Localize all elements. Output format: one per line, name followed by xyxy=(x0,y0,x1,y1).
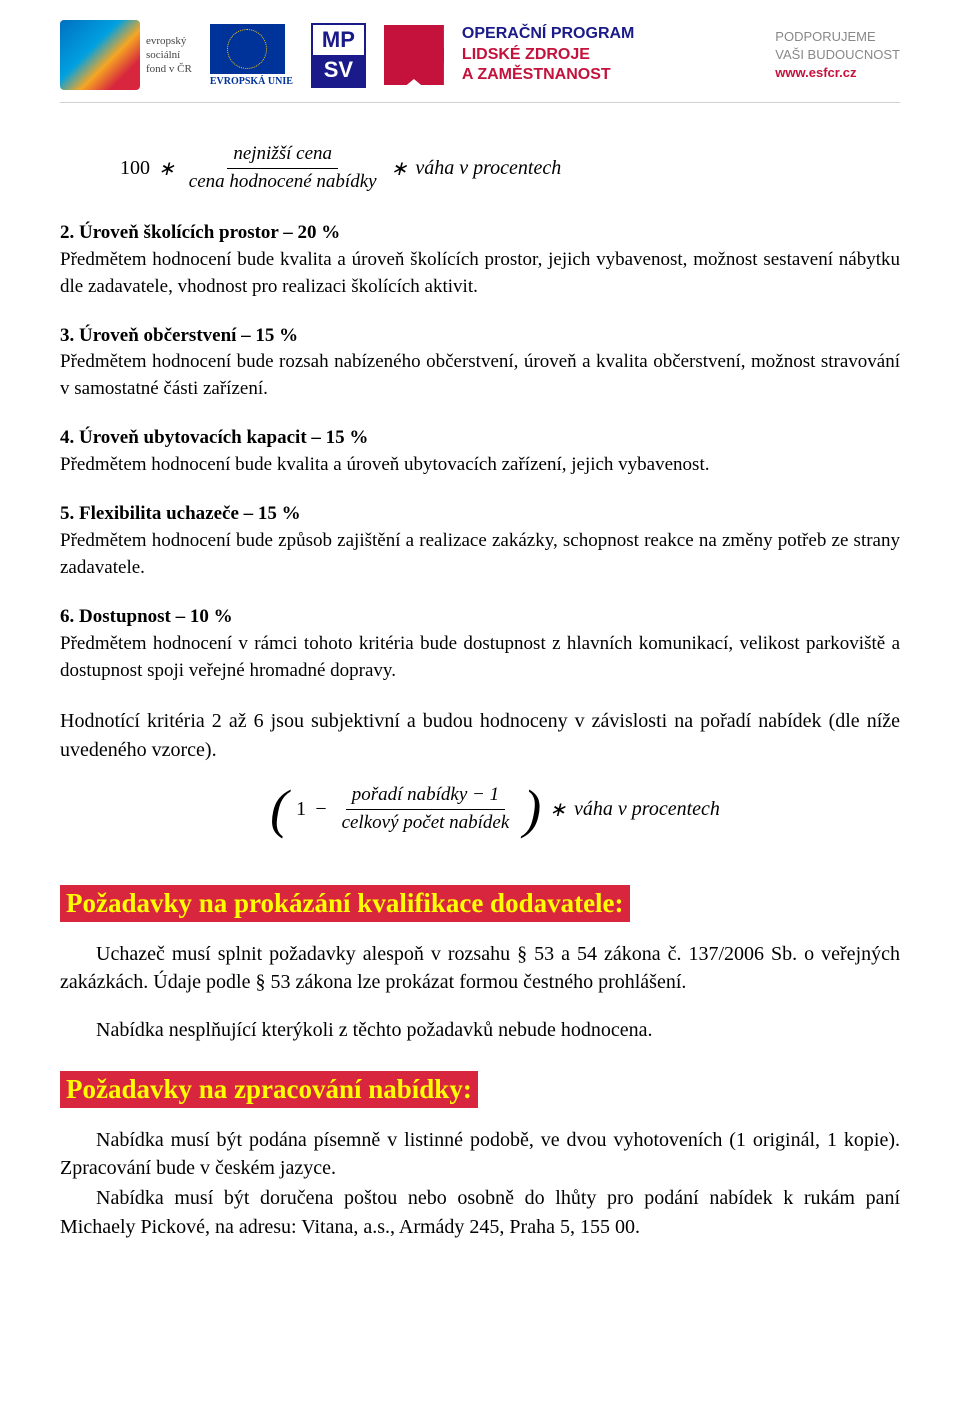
criterion-2-title: 2. Úroveň školících prostor – 20 % xyxy=(60,222,340,243)
criterion-3-title: 3. Úroveň občerstvení – 15 % xyxy=(60,325,298,346)
operational-program-title: OPERAČNÍ PROGRAM LIDSKÉ ZDROJE A ZAMĚSTN… xyxy=(462,24,634,86)
logo-mpsv: MP SV xyxy=(311,23,366,88)
qualification-p1: Uchazeč musí splnit požadavky alespoň v … xyxy=(60,940,900,997)
op-line2: LIDSKÉ ZDROJE xyxy=(462,45,634,66)
esf-flag-icon xyxy=(60,20,140,90)
op-line3: A ZAMĚSTNANOST xyxy=(462,65,634,86)
support-link: www.esfcr.cz xyxy=(775,64,900,82)
mpsv-bot-text: SV xyxy=(313,55,364,86)
formula1-op1: ∗ xyxy=(158,156,175,181)
support-slogan: PODPORUJEME VAŠI BUDOUCNOST www.esfcr.cz xyxy=(775,28,900,83)
criterion-5-title: 5. Flexibilita uchazeče – 15 % xyxy=(60,503,301,524)
formula1-rhs: váha v procentech xyxy=(415,157,561,180)
support-line2: VAŠI BUDOUCNOST xyxy=(775,46,900,64)
logo-esf: evropský sociální fond v ČR xyxy=(60,20,192,90)
criterion-6-body: Předmětem hodnocení v rámci tohoto krité… xyxy=(60,633,900,681)
criterion-5-body: Předmětem hodnocení bude způsob zajištěn… xyxy=(60,530,900,578)
esf-caption: evropský sociální fond v ČR xyxy=(146,34,192,77)
processing-p1: Nabídka musí být podána písemně v listin… xyxy=(60,1126,900,1183)
paren-close: ) xyxy=(523,788,541,831)
formula2-rhs: váha v procentech xyxy=(574,798,720,821)
paren-open: ( xyxy=(270,788,288,831)
formula2-one: 1 xyxy=(296,798,306,821)
processing-p2: Nabídka musí být doručena poštou nebo os… xyxy=(60,1184,900,1241)
logo-eu: EVROPSKÁ UNIE xyxy=(210,24,293,87)
eu-flag-label: EVROPSKÁ UNIE xyxy=(210,76,293,87)
header-logo-strip: evropský sociální fond v ČR EVROPSKÁ UNI… xyxy=(60,20,900,103)
eu-flag-icon xyxy=(210,24,285,74)
mpsv-top-text: MP xyxy=(313,25,364,56)
criterion-4: 4. Úroveň ubytovacích kapacit – 15 % Pře… xyxy=(60,425,900,479)
formula2-denominator: celkový počet nabídek xyxy=(336,810,516,835)
criterion-2: 2. Úroveň školících prostor – 20 % Předm… xyxy=(60,220,900,301)
formula1-denominator: cena hodnocené nabídky xyxy=(183,169,383,194)
formula-rank-weight: ( 1 − pořadí nabídky − 1 celkový počet n… xyxy=(60,784,900,835)
formula1-const: 100 xyxy=(120,157,150,180)
criterion-4-body: Předmětem hodnocení bude kvalita a úrove… xyxy=(60,454,709,475)
criterion-3: 3. Úroveň občerstvení – 15 % Předmětem h… xyxy=(60,323,900,404)
support-line1: PODPORUJEME xyxy=(775,28,900,46)
qualification-p2: Nabídka nesplňující kterýkoli z těchto p… xyxy=(60,1016,900,1044)
criterion-6-title: 6. Dostupnost – 10 % xyxy=(60,606,233,627)
formula2-minus: − xyxy=(314,798,328,821)
formula1-op2: ∗ xyxy=(391,156,408,181)
subjective-note: Hodnotící kritéria 2 až 6 jsou subjektiv… xyxy=(60,707,900,764)
puzzle-icon xyxy=(384,25,444,85)
op-line1: OPERAČNÍ PROGRAM xyxy=(462,24,634,45)
formula1-numerator: nejnižší cena xyxy=(227,143,338,169)
criterion-3-body: Předmětem hodnocení bude rozsah nabízené… xyxy=(60,351,900,399)
criterion-4-title: 4. Úroveň ubytovacích kapacit – 15 % xyxy=(60,427,368,448)
criterion-2-body: Předmětem hodnocení bude kvalita a úrove… xyxy=(60,249,900,297)
formula2-op: ∗ xyxy=(549,797,566,822)
formula2-fraction: pořadí nabídky − 1 celkový počet nabídek xyxy=(336,784,516,835)
criterion-6: 6. Dostupnost – 10 % Předmětem hodnocení… xyxy=(60,604,900,685)
formula1-fraction: nejnižší cena cena hodnocené nabídky xyxy=(183,143,383,194)
heading-offer-processing: Požadavky na zpracování nabídky: xyxy=(60,1071,478,1108)
criterion-5: 5. Flexibilita uchazeče – 15 % Předmětem… xyxy=(60,501,900,582)
formula2-numerator: pořadí nabídky − 1 xyxy=(346,784,505,810)
formula-price-weight: 100 ∗ nejnižší cena cena hodnocené nabíd… xyxy=(60,143,900,194)
heading-qualification: Požadavky na prokázání kvalifikace dodav… xyxy=(60,885,630,922)
